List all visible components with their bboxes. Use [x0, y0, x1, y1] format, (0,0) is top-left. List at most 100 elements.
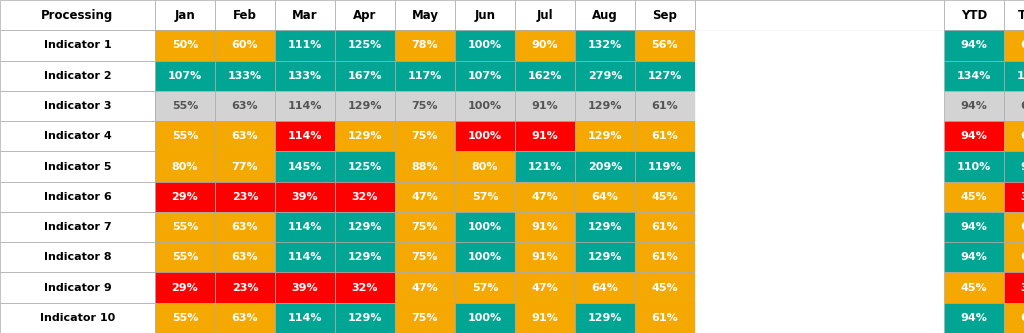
Bar: [335, 303, 395, 333]
Bar: [944, 152, 1004, 181]
Bar: [515, 272, 575, 303]
Text: 67%: 67%: [1021, 101, 1024, 111]
Bar: [695, 303, 944, 333]
Text: 162%: 162%: [527, 71, 562, 81]
Text: 133%: 133%: [288, 71, 323, 81]
Bar: [455, 242, 515, 272]
Bar: [0, 121, 155, 152]
Bar: [215, 242, 275, 272]
Bar: [155, 181, 215, 212]
Text: 63%: 63%: [231, 313, 258, 323]
Bar: [155, 30, 215, 61]
Bar: [1004, 91, 1024, 121]
Text: Indicator 4: Indicator 4: [44, 131, 112, 141]
Text: 134%: 134%: [956, 71, 991, 81]
Bar: [515, 61, 575, 91]
Text: 23%: 23%: [231, 192, 258, 202]
Bar: [155, 121, 215, 152]
Bar: [335, 30, 395, 61]
Bar: [155, 242, 215, 272]
Text: 75%: 75%: [412, 131, 438, 141]
Text: 75%: 75%: [412, 101, 438, 111]
Bar: [515, 30, 575, 61]
Bar: [335, 272, 395, 303]
Text: 94%: 94%: [961, 252, 987, 262]
Text: 78%: 78%: [412, 40, 438, 50]
Bar: [335, 242, 395, 272]
Text: 39%: 39%: [292, 283, 318, 293]
Bar: [335, 152, 395, 181]
Bar: [275, 30, 335, 61]
Bar: [215, 121, 275, 152]
Bar: [1004, 61, 1024, 91]
Text: 80%: 80%: [472, 162, 499, 171]
Text: 279%: 279%: [588, 71, 623, 81]
Text: 55%: 55%: [172, 252, 199, 262]
Bar: [635, 242, 695, 272]
Text: 100%: 100%: [468, 313, 502, 323]
Bar: [0, 91, 155, 121]
Text: 55%: 55%: [172, 131, 199, 141]
Text: 107%: 107%: [168, 71, 202, 81]
Text: 91%: 91%: [531, 222, 558, 232]
Bar: [635, 61, 695, 91]
Text: Jul: Jul: [537, 9, 553, 22]
Bar: [695, 0, 944, 30]
Text: 100%: 100%: [468, 101, 502, 111]
Bar: [944, 0, 1004, 30]
Text: 94%: 94%: [961, 101, 987, 111]
Bar: [635, 0, 695, 30]
Bar: [944, 121, 1004, 152]
Bar: [0, 212, 155, 242]
Text: 107%: 107%: [468, 71, 502, 81]
Text: 209%: 209%: [588, 162, 623, 171]
Text: 67%: 67%: [1021, 222, 1024, 232]
Text: 55%: 55%: [172, 101, 199, 111]
Bar: [275, 272, 335, 303]
Bar: [215, 30, 275, 61]
Bar: [944, 91, 1004, 121]
Bar: [575, 91, 635, 121]
Bar: [455, 91, 515, 121]
Bar: [335, 181, 395, 212]
Bar: [695, 152, 944, 181]
Bar: [275, 61, 335, 91]
Bar: [275, 303, 335, 333]
Bar: [515, 121, 575, 152]
Bar: [635, 152, 695, 181]
Bar: [944, 242, 1004, 272]
Bar: [515, 91, 575, 121]
Bar: [944, 181, 1004, 212]
Text: 67%: 67%: [1021, 131, 1024, 141]
Text: 38%: 38%: [1021, 192, 1024, 202]
Text: Aug: Aug: [592, 9, 617, 22]
Bar: [155, 212, 215, 242]
Bar: [335, 212, 395, 242]
Bar: [335, 0, 395, 30]
Bar: [215, 303, 275, 333]
Text: Jun: Jun: [474, 9, 496, 22]
Text: 119%: 119%: [648, 162, 682, 171]
Bar: [335, 91, 395, 121]
Text: 88%: 88%: [412, 162, 438, 171]
Bar: [155, 303, 215, 333]
Text: 114%: 114%: [288, 252, 323, 262]
Text: 94%: 94%: [961, 222, 987, 232]
Text: 45%: 45%: [651, 192, 678, 202]
Text: 129%: 129%: [348, 131, 382, 141]
Bar: [1004, 212, 1024, 242]
Bar: [275, 152, 335, 181]
Text: 114%: 114%: [288, 222, 323, 232]
Bar: [575, 152, 635, 181]
Bar: [515, 303, 575, 333]
Bar: [0, 61, 155, 91]
Text: Indicator 3: Indicator 3: [44, 101, 112, 111]
Text: 64%: 64%: [592, 192, 618, 202]
Bar: [215, 91, 275, 121]
Text: Sep: Sep: [652, 9, 678, 22]
Text: Feb: Feb: [233, 9, 257, 22]
Bar: [1004, 181, 1024, 212]
Text: 63%: 63%: [231, 222, 258, 232]
Bar: [635, 212, 695, 242]
Bar: [395, 212, 455, 242]
